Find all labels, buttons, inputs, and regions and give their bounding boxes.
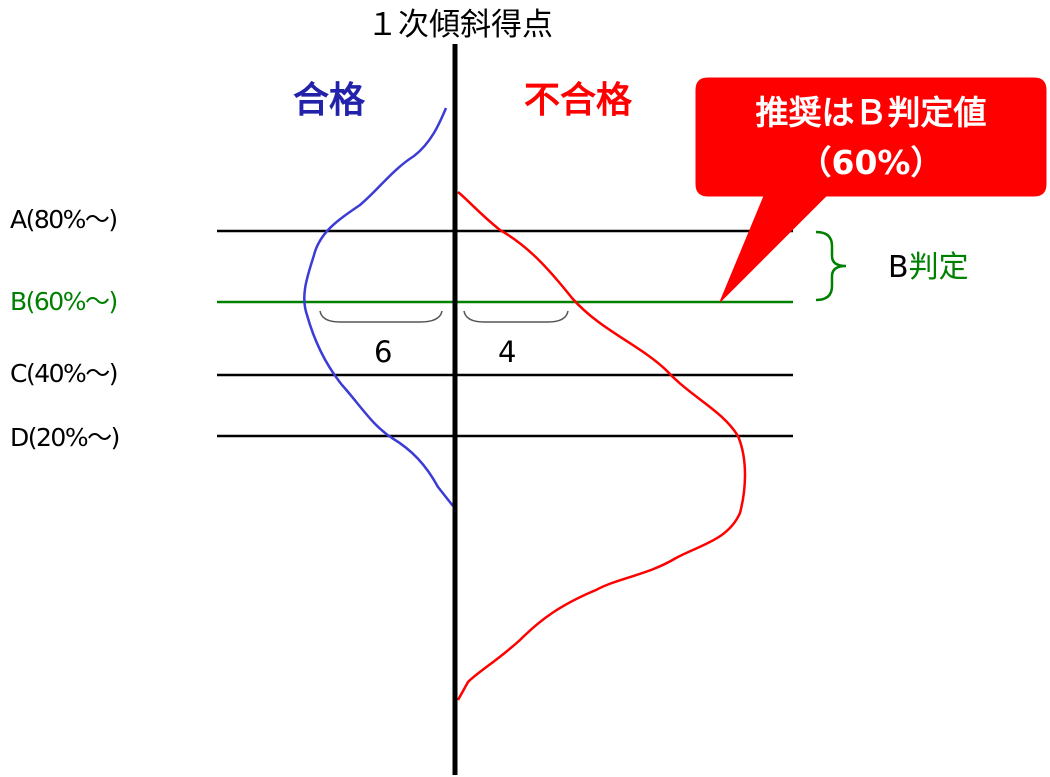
grade-label-c: C(40%～): [10, 359, 117, 388]
pass-count: 6: [374, 335, 392, 369]
judgment-prefix: B: [888, 250, 909, 285]
pass-count-brace: [319, 310, 443, 323]
callout-line-2: （60%）: [799, 143, 944, 182]
fail-count: 4: [498, 335, 516, 369]
fail-distribution-curve: [456, 191, 747, 701]
judgment-suffix: 判定: [909, 250, 969, 285]
judgment-label: B判定: [888, 250, 969, 285]
grade-label-d: D(20%～): [10, 423, 119, 452]
callout-line-1: 推奨はＢ判定値: [756, 93, 987, 132]
fail-group-label: 不合格: [524, 80, 633, 121]
pass-group-label: 合格: [293, 80, 366, 121]
axis-title: １次傾斜得点: [367, 7, 553, 43]
grade-label-b: B(60%～): [10, 287, 117, 316]
grade-label-a: A(80%～): [10, 205, 117, 234]
pass-distribution-curve: [303, 107, 454, 507]
fail-count-brace: [463, 310, 569, 323]
callout-balloon: [695, 77, 1047, 303]
judgment-range-brace: [815, 230, 847, 302]
